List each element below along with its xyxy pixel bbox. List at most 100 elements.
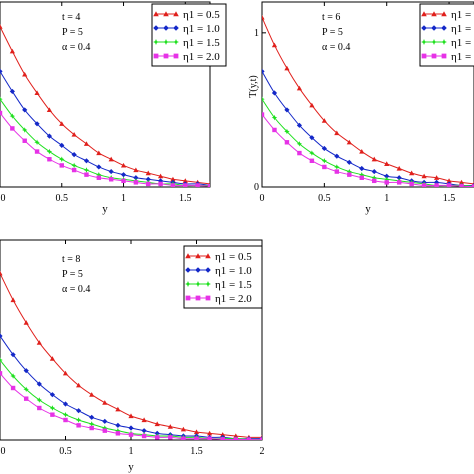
legend-marker [205,281,211,287]
data-point [284,128,290,135]
legend-marker [173,25,179,31]
series-2 [0,68,210,187]
data-point [157,173,164,179]
data-point [83,141,90,146]
data-point [83,167,90,173]
x-tick-label: 0 [1,193,6,204]
data-point [108,168,114,175]
data-point [10,352,16,358]
data-point [141,417,147,423]
data-point [145,176,151,182]
data-point [371,175,377,181]
legend-marker [421,25,427,31]
data-point [0,96,3,102]
data-point [396,180,402,185]
data-point [409,170,415,176]
data-point [62,411,69,418]
data-point [89,414,95,420]
data-point [46,133,53,139]
x-tick-label: 0.5 [59,446,72,457]
data-point [108,156,114,162]
parameter-annotation: t = 6 [322,12,340,23]
y-tick-label: 1 [254,28,259,39]
legend-marker [185,281,191,287]
data-point [309,158,315,164]
x-tick-label: 1 [384,193,389,204]
data-point [167,424,173,429]
data-point [59,156,65,162]
legend-marker [441,53,447,59]
data-point [62,401,69,407]
data-point [284,140,290,145]
data-point [372,178,377,184]
data-point [359,148,365,154]
data-point [262,96,265,102]
legend-marker [173,39,179,45]
legend-marker [163,39,169,45]
data-point [359,171,365,178]
data-point [37,405,42,411]
legend-marker [185,295,191,301]
legend-label: η1 = 0.5 [215,251,252,263]
legend-marker [421,11,427,17]
parameter-annotation: P = 5 [62,27,83,38]
data-point [170,176,176,182]
data-point [384,180,389,185]
data-point [9,48,15,54]
chart-panel-2: 0 0.5 1 1.5 0 1 y T(y,t) t = 6 P = 5 α = 0.4 η1 = 0… [248,1,474,215]
data-point [334,169,340,174]
parameter-annotation: P = 5 [62,269,83,280]
x-axis-label: y [102,203,108,215]
data-point [346,168,353,175]
series-1 [262,14,474,186]
data-point [309,150,315,156]
data-point [207,436,212,440]
chart-panel-3: 0 0.5 1 1.5 2yt = 8P = 5α = 0.4η1 = 0.5η1 = … [0,239,265,473]
data-point [96,171,102,178]
data-point [108,177,114,182]
legend-marker [163,53,169,59]
parameter-annotation: α = 0.4 [62,284,90,295]
x-tick-label: 1.5 [443,193,456,204]
data-point [71,152,77,158]
data-point [59,121,65,126]
legend-marker [441,25,447,31]
data-point [10,297,16,303]
x-tick-label: 0 [1,446,6,457]
legend-label: η1 = 0.5 [451,9,474,21]
data-point [181,436,186,440]
data-point [321,118,327,123]
data-point [141,428,147,434]
x-tick-label: 1 [129,446,134,457]
legend-marker [195,281,201,287]
legend-marker [205,267,211,273]
legend-marker [173,11,179,17]
x-tick-label: 0.5 [56,193,69,204]
legend-marker [153,53,159,59]
data-point [262,112,265,117]
data-point [120,172,127,178]
data-point [128,413,134,419]
legend-label: η1 = 2.0 [451,51,474,63]
x-tick-label: 0.5 [318,193,331,204]
data-point [272,127,277,133]
data-point [49,356,55,361]
plot-area [0,270,262,440]
data-point [62,370,69,376]
data-point [115,406,121,412]
data-point [0,357,3,363]
data-point [262,14,265,20]
data-point [10,126,15,131]
data-point [371,156,377,162]
legend-label: η1 = 1.5 [183,37,220,49]
data-point [271,114,278,121]
data-point [446,183,452,187]
data-point [0,110,3,116]
data-point [75,417,82,423]
plot-frame [261,1,474,188]
data-point [146,181,151,187]
data-point [34,139,40,146]
data-point [36,340,42,345]
x-tick-label: 1.5 [179,193,192,204]
parameter-annotation: t = 4 [62,12,80,23]
